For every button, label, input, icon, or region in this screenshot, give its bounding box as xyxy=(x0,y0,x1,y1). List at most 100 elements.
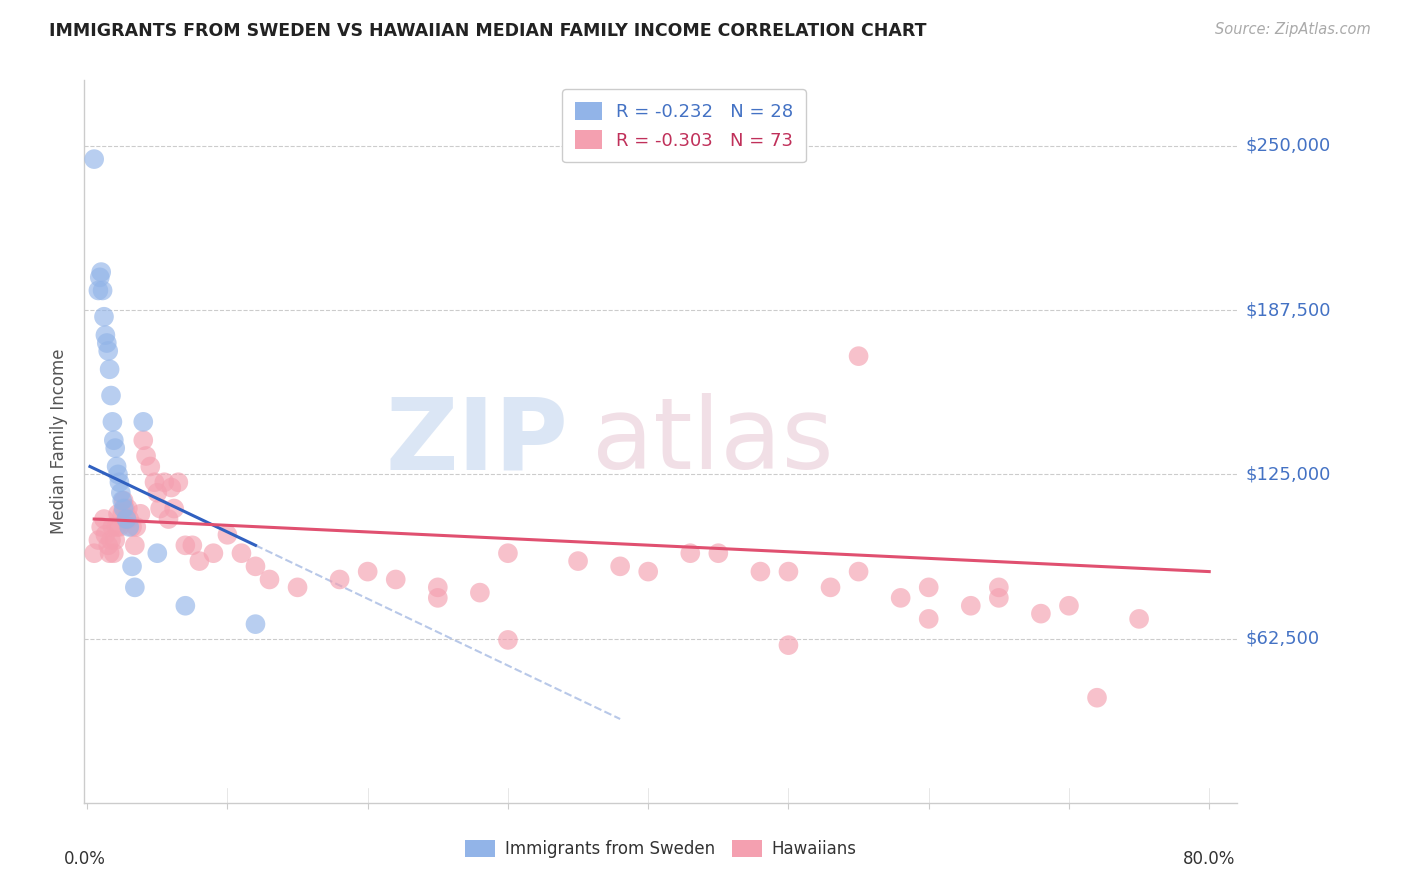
Point xyxy=(426,580,449,594)
Point xyxy=(202,546,225,560)
Point xyxy=(101,415,124,429)
Point xyxy=(778,565,800,579)
Point xyxy=(679,546,702,560)
Point xyxy=(329,573,352,587)
Point xyxy=(609,559,631,574)
Point xyxy=(749,565,772,579)
Point xyxy=(108,520,131,534)
Y-axis label: Median Family Income: Median Family Income xyxy=(51,349,69,534)
Point xyxy=(90,265,112,279)
Point xyxy=(146,485,169,500)
Point xyxy=(93,512,115,526)
Point xyxy=(107,507,129,521)
Point xyxy=(111,493,134,508)
Point xyxy=(104,441,127,455)
Point xyxy=(94,528,117,542)
Point xyxy=(820,580,842,594)
Point xyxy=(357,565,380,579)
Point xyxy=(97,538,120,552)
Text: Source: ZipAtlas.com: Source: ZipAtlas.com xyxy=(1215,22,1371,37)
Point xyxy=(384,573,406,587)
Point xyxy=(245,559,267,574)
Point xyxy=(110,485,132,500)
Point xyxy=(118,520,141,534)
Point xyxy=(125,520,148,534)
Point xyxy=(160,481,183,495)
Text: $125,000: $125,000 xyxy=(1246,466,1331,483)
Point xyxy=(426,591,449,605)
Point xyxy=(107,467,129,482)
Point xyxy=(124,580,146,594)
Point xyxy=(124,538,146,552)
Point xyxy=(117,501,139,516)
Point xyxy=(918,612,941,626)
Point xyxy=(100,388,122,402)
Point xyxy=(132,415,155,429)
Text: $187,500: $187,500 xyxy=(1246,301,1331,319)
Point xyxy=(157,512,180,526)
Point xyxy=(918,580,941,594)
Text: atlas: atlas xyxy=(592,393,834,490)
Point xyxy=(146,546,169,560)
Text: $62,500: $62,500 xyxy=(1246,630,1320,648)
Point xyxy=(90,520,112,534)
Point xyxy=(496,546,519,560)
Text: 80.0%: 80.0% xyxy=(1182,850,1236,868)
Point xyxy=(287,580,309,594)
Point xyxy=(118,512,141,526)
Point xyxy=(163,501,186,516)
Point xyxy=(93,310,115,324)
Legend: Immigrants from Sweden, Hawaiians: Immigrants from Sweden, Hawaiians xyxy=(457,832,865,867)
Point xyxy=(1029,607,1052,621)
Point xyxy=(1085,690,1108,705)
Point xyxy=(94,328,117,343)
Point xyxy=(848,349,870,363)
Point xyxy=(245,617,267,632)
Text: IMMIGRANTS FROM SWEDEN VS HAWAIIAN MEDIAN FAMILY INCOME CORRELATION CHART: IMMIGRANTS FROM SWEDEN VS HAWAIIAN MEDIA… xyxy=(49,22,927,40)
Point xyxy=(167,475,190,490)
Text: 0.0%: 0.0% xyxy=(63,850,105,868)
Point xyxy=(848,565,870,579)
Point xyxy=(87,284,110,298)
Point xyxy=(87,533,110,547)
Point xyxy=(83,546,105,560)
Point xyxy=(1057,599,1080,613)
Point xyxy=(103,546,125,560)
Text: ZIP: ZIP xyxy=(385,393,568,490)
Point xyxy=(114,501,136,516)
Point xyxy=(231,546,253,560)
Point xyxy=(121,520,143,534)
Point xyxy=(115,512,138,526)
Point xyxy=(112,493,135,508)
Point xyxy=(174,599,197,613)
Point xyxy=(496,632,519,647)
Point xyxy=(567,554,589,568)
Point xyxy=(468,585,491,599)
Point xyxy=(778,638,800,652)
Point xyxy=(121,559,143,574)
Point xyxy=(143,475,166,490)
Point xyxy=(111,507,134,521)
Point xyxy=(83,152,105,166)
Point xyxy=(100,533,122,547)
Point xyxy=(129,507,152,521)
Point xyxy=(89,270,111,285)
Point xyxy=(259,573,281,587)
Text: $250,000: $250,000 xyxy=(1246,137,1331,155)
Point xyxy=(103,434,125,448)
Point xyxy=(135,449,157,463)
Point xyxy=(139,459,162,474)
Point xyxy=(987,580,1010,594)
Point xyxy=(101,520,124,534)
Point xyxy=(153,475,176,490)
Point xyxy=(112,501,135,516)
Point xyxy=(637,565,659,579)
Point xyxy=(959,599,981,613)
Point xyxy=(96,336,118,351)
Point xyxy=(707,546,730,560)
Point xyxy=(149,501,172,516)
Point xyxy=(104,533,127,547)
Point xyxy=(1128,612,1150,626)
Point xyxy=(132,434,155,448)
Point xyxy=(98,362,121,376)
